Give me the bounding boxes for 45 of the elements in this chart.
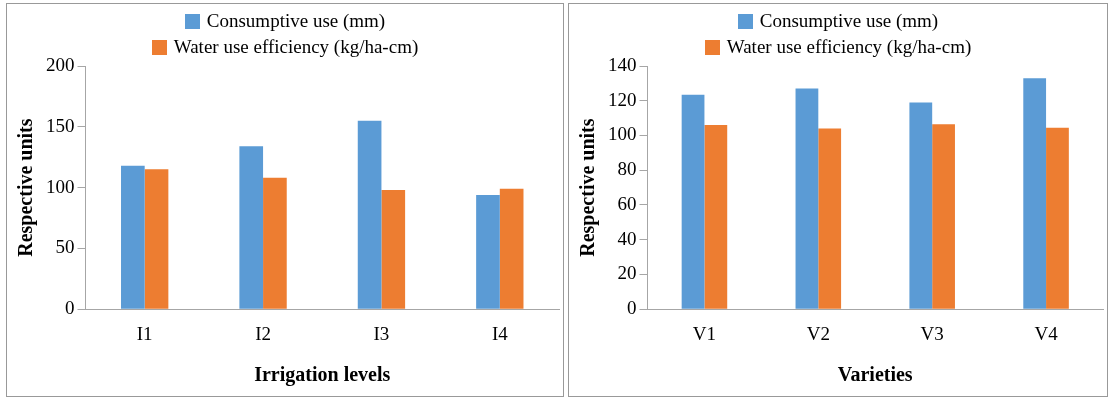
y-tick-label: 40: [617, 227, 637, 249]
y-tick-label: 50: [55, 236, 75, 258]
y-tick-label: 0: [627, 297, 637, 319]
x-tick-label: I1: [136, 322, 153, 344]
bar: [795, 88, 819, 309]
bar: [681, 94, 705, 309]
x-tick-label: V1: [692, 322, 717, 344]
bar: [704, 125, 728, 309]
bar: [121, 165, 145, 309]
y-axis-title: Respective units: [14, 118, 38, 257]
bar: [144, 169, 169, 309]
bar: [263, 177, 287, 309]
bar: [239, 146, 264, 309]
legend-label: Consumptive use (mm): [759, 9, 939, 33]
bar: [476, 194, 500, 309]
x-tick-label: I4: [491, 322, 509, 344]
y-tick-label: 20: [617, 262, 637, 284]
x-tick-label: I3: [373, 322, 390, 344]
y-tick-label: 0: [65, 297, 75, 319]
y-tick-label: 120: [608, 88, 637, 110]
x-tick-label: I2: [255, 322, 271, 344]
y-tick-label: 60: [617, 192, 637, 214]
x-axis-title: Irrigation levels: [254, 363, 391, 387]
y-tick-label: 200: [46, 53, 75, 75]
y-tick-label: 150: [46, 114, 75, 136]
y-axis-title: Respective units: [576, 118, 600, 257]
y-tick-label: 100: [608, 123, 637, 145]
x-tick-label: V3: [920, 322, 944, 344]
bar: [932, 124, 955, 309]
x-tick-label: V2: [806, 322, 830, 344]
legend-label: Water use efficiency (kg/ha-cm): [173, 35, 419, 59]
bar: [1023, 78, 1047, 309]
bar: [1046, 127, 1069, 309]
legend-label: Consumptive use (mm): [206, 9, 386, 33]
x-tick-label: V4: [1034, 322, 1059, 344]
y-tick-label: 140: [608, 53, 637, 75]
bar: [381, 190, 406, 309]
y-tick-label: 80: [617, 158, 637, 180]
bar: [818, 128, 842, 309]
y-tick-label: 100: [46, 175, 75, 197]
x-axis-title: Varieties: [837, 363, 913, 386]
bar: [909, 102, 933, 309]
legend-label: Water use efficiency (kg/ha-cm): [726, 35, 972, 59]
bar: [499, 188, 524, 309]
bar: [357, 120, 382, 309]
